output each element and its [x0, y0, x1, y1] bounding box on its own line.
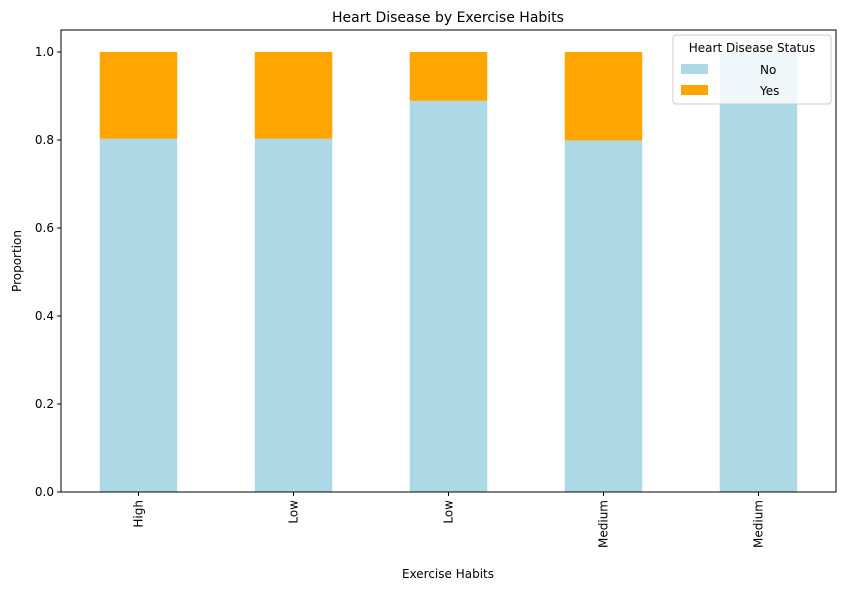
y-tick-label: 0.6: [35, 221, 54, 235]
x-tick-label: Low: [287, 500, 301, 524]
y-axis-label: Proportion: [10, 230, 24, 292]
bar-yes-2: [409, 52, 488, 101]
bar-no-4: [719, 52, 798, 492]
legend-swatch-no: [681, 64, 708, 74]
x-tick-label: Low: [442, 500, 456, 524]
bar-no-1: [254, 138, 333, 492]
x-axis: High Low Low Medium Medium: [132, 492, 766, 548]
legend: Heart Disease Status No Yes: [672, 34, 832, 105]
bar-yes-3: [564, 52, 643, 141]
x-tick-label: Medium: [597, 500, 611, 548]
bar-yes-0: [99, 52, 178, 139]
bar-no-2: [409, 100, 488, 492]
y-tick-label: 0.2: [35, 397, 54, 411]
x-axis-label: Exercise Habits: [402, 567, 494, 581]
bar-no-0: [99, 138, 178, 492]
chart-title: Heart Disease by Exercise Habits: [332, 10, 564, 26]
bar-yes-1: [254, 52, 333, 139]
y-axis: 0.0 0.2 0.4 0.6 0.8 1.0: [35, 45, 61, 499]
bars-group: [99, 52, 798, 492]
legend-title: Heart Disease Status: [689, 41, 815, 55]
legend-label-yes: Yes: [759, 84, 779, 98]
legend-label-no: No: [760, 63, 776, 77]
legend-swatch-yes: [681, 85, 708, 95]
y-tick-label: 0.8: [35, 133, 54, 147]
x-tick-label: Medium: [752, 500, 766, 548]
legend-box: [672, 34, 832, 105]
y-tick-label: 1.0: [35, 45, 54, 59]
bar-no-3: [564, 140, 643, 492]
y-tick-label: 0.0: [35, 485, 54, 499]
y-tick-label: 0.4: [35, 309, 54, 323]
x-tick-label: High: [132, 500, 146, 528]
